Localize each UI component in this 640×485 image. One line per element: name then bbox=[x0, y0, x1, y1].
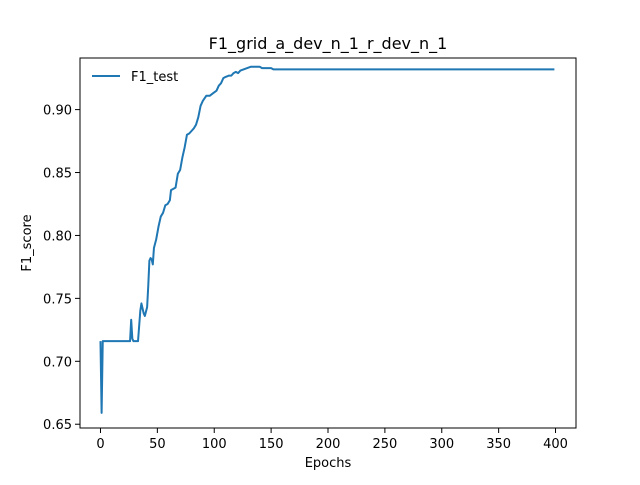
legend-label-f1-test: F1_test bbox=[131, 70, 178, 85]
x-tick-label: 150 bbox=[259, 437, 284, 452]
y-tick-label: 0.90 bbox=[43, 104, 72, 119]
plot-area bbox=[80, 58, 576, 428]
y-tick-label: 0.80 bbox=[43, 229, 72, 244]
x-tick-label: 50 bbox=[149, 437, 166, 452]
legend: F1_test bbox=[92, 70, 178, 85]
x-axis-label: Epochs bbox=[305, 456, 352, 471]
x-tick-label: 250 bbox=[372, 437, 397, 452]
chart-title: F1_grid_a_dev_n_1_r_dev_n_1 bbox=[209, 34, 448, 54]
y-axis-ticks: 0.65 0.70 0.75 0.80 0.85 0.90 bbox=[43, 104, 80, 433]
x-tick-label: 200 bbox=[316, 437, 341, 452]
y-tick-label: 0.85 bbox=[43, 167, 72, 182]
y-tick-label: 0.75 bbox=[43, 292, 72, 307]
y-axis-label: F1_score bbox=[20, 214, 35, 271]
x-axis-ticks: 0 50 100 150 200 250 300 350 400 bbox=[96, 428, 568, 452]
x-tick-label: 350 bbox=[486, 437, 511, 452]
plot-frame bbox=[79, 57, 577, 429]
y-tick-label: 0.70 bbox=[43, 355, 72, 370]
x-tick-label: 300 bbox=[429, 437, 454, 452]
y-tick-label: 0.65 bbox=[43, 418, 72, 433]
x-tick-label: 400 bbox=[543, 437, 568, 452]
x-tick-label: 100 bbox=[202, 437, 227, 452]
plot-content bbox=[99, 65, 555, 414]
series-line-f1-test bbox=[99, 65, 555, 414]
x-tick-label: 0 bbox=[96, 437, 104, 452]
